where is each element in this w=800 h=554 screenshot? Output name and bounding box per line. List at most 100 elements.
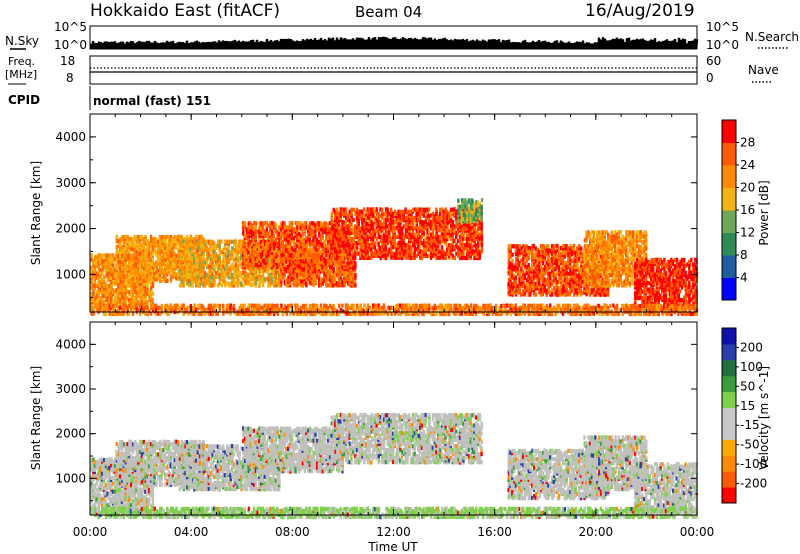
date-title: 16/Aug/2019 [585,1,695,21]
scatter-cell [408,255,411,261]
scatter-cell [514,261,518,266]
scatter-cell [194,281,198,286]
scatter-cell [289,225,292,230]
scatter-cell [370,253,373,259]
scatter-cell [211,283,214,288]
scatter-cell [402,241,406,246]
scatter-cell [188,237,191,242]
scatter-cell [390,245,393,250]
scatter-cell [305,253,308,258]
scatter-cell [250,256,254,261]
scatter-cell [196,247,200,253]
scatter-cell [90,257,93,262]
scatter-cell [366,234,370,239]
scatter-cell [259,229,263,234]
scatter-cell [429,232,433,237]
scatter-cell [510,275,514,281]
scatter-cell [200,272,203,277]
scatter-cell [473,217,476,222]
scatter-cell [168,270,171,275]
scatter-cell [388,239,391,244]
scatter-cell [366,255,369,261]
scatter-cell [250,275,254,280]
scatter-cell [138,239,142,244]
scatter-cell [451,222,454,227]
scatter-cell [175,266,178,271]
scatter-cell [117,238,120,244]
scatter-cell [386,218,389,223]
scatter-cell [514,275,517,280]
scatter-cell [242,256,245,261]
scatter-cell [209,279,213,284]
scatter-cell [350,253,353,258]
scatter-cell [141,295,144,301]
scatter-cell [370,207,373,212]
scatter-cell [404,243,407,248]
scatter-cell [343,238,346,243]
scatter-cell [326,275,330,280]
scatter-cell [511,265,514,270]
scatter-cell [455,215,458,220]
scatter-cell [126,247,129,252]
scatter-cell [514,288,517,293]
scatter-cell [242,270,245,276]
scatter-cell [345,277,348,282]
scatter-cell [216,254,220,259]
scatter-cell [278,241,281,246]
scatter-cell [290,273,293,278]
scatter-cell [384,222,388,227]
scatter-cell [130,284,133,289]
scatter-cell [113,267,117,272]
scatter-cell [411,207,415,212]
scatter-cell [285,248,288,253]
scatter-cell [391,228,395,233]
scatter-cell [99,279,102,284]
scatter-cell [318,239,321,245]
scatter-cell [281,253,284,258]
scatter-cell [213,268,216,273]
scatter-cell [240,256,243,261]
scatter-cell [277,276,281,282]
scatter-cell [364,234,368,239]
scatter-cell [115,281,119,286]
scatter-cell [438,214,442,219]
scatter-cell [464,226,467,231]
scatter-cell [222,266,225,271]
scatter-cell [325,258,328,263]
scatter-cell [178,268,181,273]
scatter-cell [435,219,438,224]
scatter-cell [200,276,203,282]
scatter-cell [335,281,339,286]
scatter-cell [525,286,528,291]
scatter-cell [249,265,252,270]
scatter-cell [446,216,449,221]
scatter-cell [111,267,115,272]
scatter-cell [198,268,202,273]
scatter-cell [283,259,286,264]
scatter-cell [446,245,449,250]
scatter-cell [343,269,346,274]
scatter-cell [334,213,337,219]
scatter-cell [290,277,293,282]
scatter-cell [298,250,301,255]
scatter-cell [229,256,232,261]
scatter-cell [259,240,263,245]
scatter-cell [251,236,254,241]
scatter-cell [326,269,330,274]
scatter-cell [464,208,467,213]
scatter-cell [182,283,185,288]
scatter-cell [442,213,445,218]
scatter-cell [213,245,216,251]
scatter-cell [408,230,411,236]
scatter-cell [323,225,326,230]
scatter-cell [240,264,243,269]
scatter-cell [151,283,155,289]
scatter-cell [468,222,471,227]
scatter-cell [420,234,423,239]
scatter-cell [204,247,207,252]
scatter-cell [126,276,129,281]
scatter-cell [319,250,323,255]
scatter-cell [316,265,319,270]
scatter-cell [408,215,411,221]
scatter-cell [150,241,153,246]
